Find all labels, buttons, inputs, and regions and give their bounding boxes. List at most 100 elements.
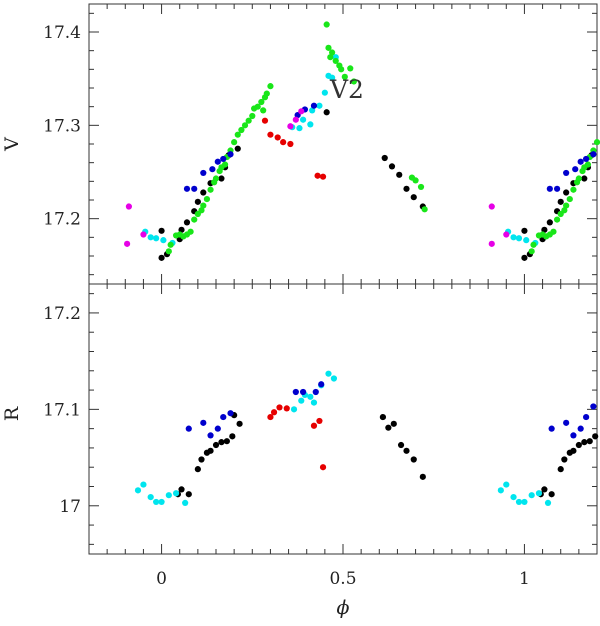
bottom-data-point [515,498,523,506]
bottom-data-point [586,438,593,445]
bottom-data-point [227,410,234,417]
bottom-data-point [220,413,227,421]
top-data-point [307,121,314,128]
top-data-point [292,116,299,123]
top-data-point [191,216,198,223]
x-axis-label: ϕ [337,597,350,619]
bottom-data-point [319,464,327,471]
top-data-point [323,21,330,28]
top-data-point [167,241,174,248]
bottom-data-point [236,420,243,427]
bottom-data-point [419,473,426,480]
bottom-data-point [207,447,214,454]
top-data-point [515,235,523,242]
bottom-data-point [403,447,410,454]
top-data-point [260,107,267,114]
bottom-data-point [561,456,568,463]
top-data-point [417,183,425,191]
top-data-point [261,117,269,124]
bottom-data-point [325,370,332,377]
top-y-tick-label: 17.3 [43,116,81,136]
top-data-point [510,234,517,241]
top-data-point [212,175,220,182]
top-y-tick-label: 17.2 [43,210,81,230]
bottom-data-point [385,424,392,431]
bottom-data-point [390,420,397,427]
top-data-point [267,131,274,138]
bottom-data-point [563,419,570,426]
bottom-data-point [153,498,160,506]
bottom-data-point [410,456,417,463]
top-data-point [241,122,249,129]
top-data-point [325,44,332,51]
bottom-data-point [158,498,165,506]
bottom-data-point [207,432,214,439]
top-data-point [321,89,328,96]
top-data-point [124,240,131,247]
top-data-point [183,219,191,226]
top-data-point [581,175,588,182]
top-data-point [249,112,256,120]
bottom-data-point [510,494,517,501]
top-data-point [332,57,339,65]
top-data-point [158,254,165,261]
bottom-data-point [544,499,552,506]
top-data-point [329,49,336,56]
top-data-point [158,227,165,234]
top-data-point [218,175,225,182]
bottom-data-point [165,492,172,499]
bottom-data-point [182,499,189,506]
bottom-data-point [583,413,590,421]
top-data-point [570,186,577,193]
top-data-point [546,219,553,226]
top-data-point [183,185,191,192]
bottom-data-point [310,422,318,429]
top-data-point [140,231,147,238]
top-data-point [557,198,564,205]
top-data-point [198,207,205,214]
top-data-point [200,202,207,209]
bottom-data-point [318,381,325,388]
top-data-point [577,158,584,165]
top-data-point [338,66,345,73]
top-panel-annotation: V2 [329,75,364,104]
top-data-point [530,241,537,248]
bottom-data-point [557,466,564,473]
bottom-data-point [283,405,290,412]
bottom-x-tick-label: 0.5 [329,569,356,589]
bottom-data-point [570,432,577,439]
top-data-point [280,139,287,146]
bottom-data-point [503,481,510,488]
bottom-data-point [312,388,319,396]
top-data-point [274,134,281,141]
bottom-data-point [292,388,299,396]
bottom-data-point [212,441,220,449]
top-data-point [267,83,274,90]
top-data-point [125,203,133,210]
top-data-point [563,189,570,196]
top-data-point [319,173,327,180]
top-data-point [314,172,321,179]
top-data-point [178,226,185,233]
top-data-point [590,151,597,158]
top-data-point [258,98,265,106]
top-data-point [203,195,211,203]
top-data-point [221,161,229,168]
bottom-data-point [214,425,221,432]
top-data-point [563,202,570,209]
top-data-point [299,116,307,123]
top-data-point [563,169,570,177]
top-data-point [584,161,592,168]
bottom-data-point [270,409,278,416]
bottom-data-point [570,447,577,454]
top-data-point [341,73,348,80]
bottom-panel-frame [88,283,598,555]
bottom-data-point [185,491,192,498]
bottom-data-point [581,439,588,446]
top-data-point [234,131,241,138]
bottom-data-point [548,491,555,498]
top-data-point [187,228,194,235]
bottom-data-point [592,433,599,440]
top-data-point [396,171,403,178]
top-data-point [165,248,172,255]
